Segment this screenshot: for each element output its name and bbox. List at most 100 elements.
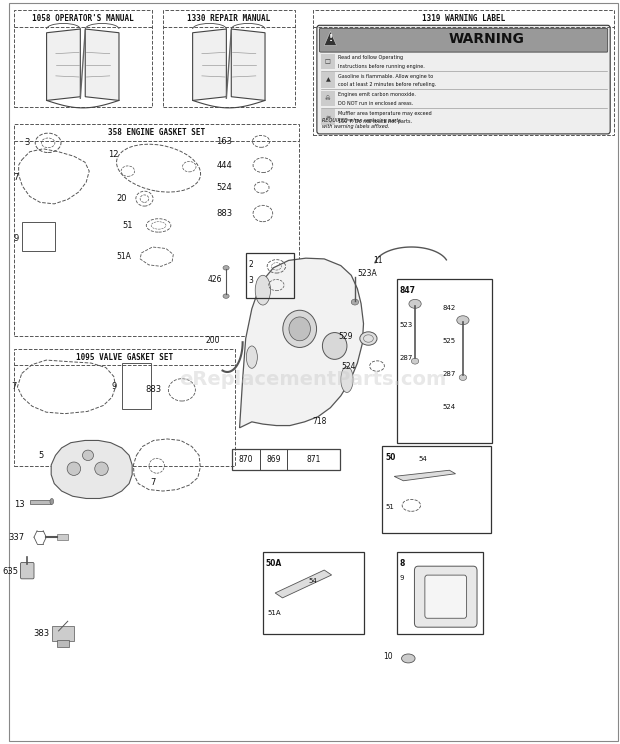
Ellipse shape [409,299,421,308]
Polygon shape [394,470,456,481]
Text: 50: 50 [385,453,396,462]
Bar [56,640,69,647]
Text: 718: 718 [312,417,326,426]
Ellipse shape [402,654,415,663]
Text: 2: 2 [249,260,254,269]
Text: 54: 54 [309,577,317,584]
Bar [321,54,335,69]
Text: 11: 11 [373,256,383,265]
Text: 426: 426 [208,275,223,283]
Text: 1319 WARNING LABEL: 1319 WARNING LABEL [422,14,505,23]
Text: 54: 54 [418,456,427,462]
Text: 842: 842 [443,306,456,312]
Text: 1095 VALVE GASKET SET: 1095 VALVE GASKET SET [76,353,173,362]
Text: 847: 847 [399,286,415,295]
Text: 287: 287 [443,371,456,377]
Text: 529: 529 [339,332,353,341]
Text: 9: 9 [14,234,19,243]
Text: ☠: ☠ [325,96,330,101]
Polygon shape [324,31,337,45]
Text: !: ! [329,34,332,43]
Polygon shape [30,500,51,504]
Bar [321,109,335,125]
Bar [321,72,335,88]
Text: 7: 7 [14,173,19,182]
Polygon shape [85,29,119,100]
Ellipse shape [82,450,94,461]
Text: 150°F. Do not touch hot parts.: 150°F. Do not touch hot parts. [338,119,412,124]
Text: Gasoline is flammable. Allow engine to: Gasoline is flammable. Allow engine to [338,74,433,79]
Text: 883: 883 [216,209,232,218]
Ellipse shape [223,294,229,298]
Bar [313,10,614,135]
FancyBboxPatch shape [317,25,610,134]
Ellipse shape [352,299,358,305]
Text: 3: 3 [24,138,29,147]
Text: 883: 883 [145,385,161,394]
Text: 9: 9 [399,575,404,581]
Text: 200: 200 [205,336,220,345]
Bar [56,534,68,540]
Text: Engines emit carbon monoxide.: Engines emit carbon monoxide. [338,92,415,97]
Text: 20: 20 [117,194,127,203]
Ellipse shape [322,333,347,359]
Text: 7: 7 [12,382,17,391]
Ellipse shape [223,266,229,270]
Text: 3: 3 [249,276,254,285]
Bar [382,446,491,533]
Text: 12: 12 [108,150,119,158]
Text: 524: 524 [342,362,356,371]
Text: □: □ [325,59,331,64]
Ellipse shape [246,346,257,368]
Bar [14,349,234,466]
Ellipse shape [255,275,270,305]
Text: 358 ENGINE GASKET SET: 358 ENGINE GASKET SET [108,128,205,137]
Text: 10: 10 [383,652,393,661]
Ellipse shape [341,367,353,393]
Text: 523: 523 [400,322,413,328]
FancyBboxPatch shape [425,575,467,618]
Text: 635: 635 [2,567,19,576]
Ellipse shape [459,374,467,380]
Bar [321,91,335,106]
Bar [397,552,482,634]
Text: 524: 524 [443,404,456,410]
Text: Muffler area temperature may exceed: Muffler area temperature may exceed [338,111,432,116]
Text: 523A: 523A [357,269,377,278]
Text: 51: 51 [123,221,133,230]
Text: 51A: 51A [117,252,131,261]
Text: DO NOT run in enclosed areas.: DO NOT run in enclosed areas. [338,100,413,106]
Polygon shape [51,440,132,498]
FancyBboxPatch shape [414,566,477,627]
Text: 13: 13 [14,500,25,509]
Text: 7: 7 [151,478,156,487]
Text: 869: 869 [266,455,281,464]
Text: 524: 524 [216,183,232,192]
Text: 8: 8 [399,559,404,568]
Text: 163: 163 [216,137,232,146]
Bar [246,253,293,298]
FancyBboxPatch shape [319,28,608,52]
Bar [263,552,364,634]
Ellipse shape [289,317,311,341]
Text: WARNING: WARNING [449,33,525,46]
Text: Instructions before running engine.: Instructions before running engine. [338,63,425,68]
Text: 337: 337 [9,533,25,542]
Bar [22,222,55,251]
Polygon shape [239,258,363,428]
Polygon shape [231,29,265,100]
Text: 50A: 50A [265,559,281,568]
Bar [122,363,151,409]
Text: 287: 287 [400,355,413,361]
Text: 51: 51 [385,504,394,510]
Polygon shape [46,29,81,100]
Text: 383: 383 [33,629,50,638]
Bar [14,10,152,107]
Ellipse shape [95,462,108,475]
Text: 51A: 51A [268,610,281,617]
Text: ▲: ▲ [326,77,330,83]
Ellipse shape [50,498,54,504]
Ellipse shape [457,315,469,324]
Text: 525: 525 [443,339,456,344]
Text: 444: 444 [216,161,232,170]
